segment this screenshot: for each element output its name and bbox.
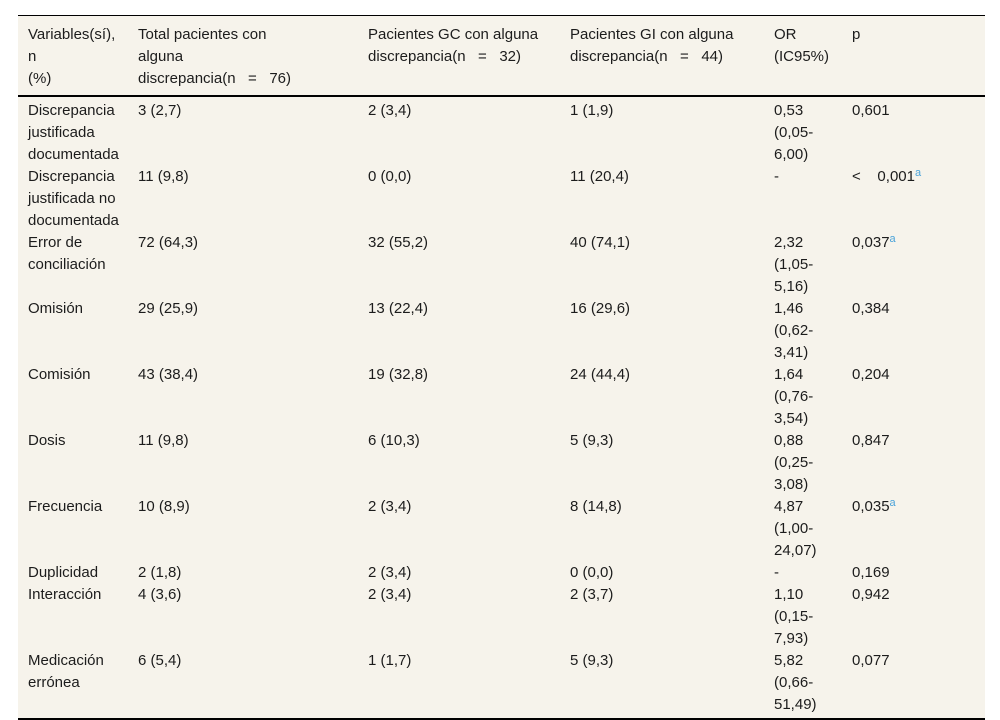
cell-variable: Medicación errónea bbox=[28, 652, 104, 691]
cell-p: 0,035a bbox=[852, 496, 985, 562]
cell-gc: 19 (32,8) bbox=[368, 366, 429, 383]
table-row: Discrepancia justificada documentada 3 (… bbox=[18, 96, 985, 166]
cell-gc: 6 (10,3) bbox=[368, 432, 420, 449]
col-header-gc-patients: Pacientes GC con alguna discrepancia(n =… bbox=[368, 15, 570, 97]
table-row: Comisión 43 (38,4) 19 (32,8) 24 (44,4) 1… bbox=[18, 364, 985, 430]
p-value: 0,077 bbox=[852, 652, 890, 669]
cell-p: 0,847 bbox=[852, 430, 985, 496]
col-header-variables: Variables(sí), n (%) bbox=[18, 15, 138, 97]
cell-variable: Interacción bbox=[28, 586, 102, 603]
p-value: 0,601 bbox=[852, 102, 890, 119]
cell-or: - bbox=[774, 168, 779, 185]
cell-total: 72 (64,3) bbox=[138, 234, 199, 251]
cell-p: 0,942 bbox=[852, 584, 985, 650]
cell-gi: 2 (3,7) bbox=[570, 586, 614, 603]
cell-gi: 24 (44,4) bbox=[570, 366, 631, 383]
table-row: Interacción 4 (3,6) 2 (3,4) 2 (3,7) 1,10… bbox=[18, 584, 985, 650]
p-value: 0,037 bbox=[852, 234, 890, 251]
table-header-row: Variables(sí), n (%) Total pacientes con… bbox=[18, 15, 985, 97]
cell-variable: Omisión bbox=[28, 300, 84, 317]
cell-or: 4,87 (1,00- 24,07) bbox=[774, 498, 817, 559]
cell-p: 0,601 bbox=[852, 96, 985, 166]
col-header-gi-patients: Pacientes GI con alguna discrepancia(n =… bbox=[570, 15, 774, 97]
cell-total: 11 (9,8) bbox=[138, 168, 189, 185]
table-row: Error de conciliación 72 (64,3) 32 (55,2… bbox=[18, 232, 985, 298]
table-row: Omisión 29 (25,9) 13 (22,4) 16 (29,6) 1,… bbox=[18, 298, 985, 364]
cell-or: 0,88 (0,25- 3,08) bbox=[774, 432, 814, 493]
cell-p: < 0,001a bbox=[852, 166, 985, 232]
p-value: 0,847 bbox=[852, 432, 890, 449]
cell-or: 2,32 (1,05- 5,16) bbox=[774, 234, 814, 295]
cell-or: 0,53 (0,05- 6,00) bbox=[774, 102, 814, 163]
cell-total: 4 (3,6) bbox=[138, 586, 182, 603]
p-value: < 0,001 bbox=[852, 168, 915, 185]
table-body: Discrepancia justificada documentada 3 (… bbox=[18, 96, 985, 719]
cell-gc: 32 (55,2) bbox=[368, 234, 429, 251]
cell-gi: 16 (29,6) bbox=[570, 300, 631, 317]
p-value: 0,384 bbox=[852, 300, 890, 317]
cell-gc: 2 (3,4) bbox=[368, 586, 412, 603]
cell-p: 0,169 bbox=[852, 562, 985, 584]
cell-total: 29 (25,9) bbox=[138, 300, 199, 317]
cell-or: 1,64 (0,76- 3,54) bbox=[774, 366, 814, 427]
col-header-p-value: p bbox=[852, 15, 985, 97]
col-header-or-ic95: OR (IC95%) bbox=[774, 15, 852, 97]
cell-gi: 0 (0,0) bbox=[570, 564, 614, 581]
cell-gc: 13 (22,4) bbox=[368, 300, 429, 317]
cell-variable: Duplicidad bbox=[28, 564, 99, 581]
cell-gc: 1 (1,7) bbox=[368, 652, 412, 669]
cell-variable: Discrepancia justificada no documentada bbox=[28, 168, 119, 229]
cell-total: 43 (38,4) bbox=[138, 366, 199, 383]
cell-p: 0,037a bbox=[852, 232, 985, 298]
p-value: 0,204 bbox=[852, 366, 890, 383]
cell-p: 0,077 bbox=[852, 650, 985, 719]
footnote-marker-a: a bbox=[889, 497, 896, 509]
cell-gi: 1 (1,9) bbox=[570, 102, 614, 119]
cell-variable: Dosis bbox=[28, 432, 66, 449]
cell-total: 3 (2,7) bbox=[138, 102, 182, 119]
cell-gc: 2 (3,4) bbox=[368, 498, 412, 515]
discrepancy-results-table: Variables(sí), n (%) Total pacientes con… bbox=[18, 15, 985, 720]
col-header-total-patients: Total pacientes con alguna discrepancia(… bbox=[138, 15, 368, 97]
cell-p: 0,384 bbox=[852, 298, 985, 364]
table-row: Dosis 11 (9,8) 6 (10,3) 5 (9,3) 0,88 (0,… bbox=[18, 430, 985, 496]
cell-total: 10 (8,9) bbox=[138, 498, 190, 515]
cell-gc: 2 (3,4) bbox=[368, 564, 412, 581]
cell-total: 6 (5,4) bbox=[138, 652, 182, 669]
table-row: Duplicidad 2 (1,8) 2 (3,4) 0 (0,0) - 0,1… bbox=[18, 562, 985, 584]
cell-gi: 8 (14,8) bbox=[570, 498, 622, 515]
cell-gi: 5 (9,3) bbox=[570, 652, 614, 669]
table-row: Frecuencia 10 (8,9) 2 (3,4) 8 (14,8) 4,8… bbox=[18, 496, 985, 562]
cell-gi: 5 (9,3) bbox=[570, 432, 614, 449]
table-row: Discrepancia justificada no documentada … bbox=[18, 166, 985, 232]
cell-total: 11 (9,8) bbox=[138, 432, 189, 449]
cell-variable: Discrepancia justificada documentada bbox=[28, 102, 119, 163]
cell-variable: Frecuencia bbox=[28, 498, 103, 515]
table-row: Medicación errónea 6 (5,4) 1 (1,7) 5 (9,… bbox=[18, 650, 985, 719]
cell-variable: Comisión bbox=[28, 366, 91, 383]
p-value: 0,169 bbox=[852, 564, 890, 581]
cell-or: - bbox=[774, 564, 779, 581]
cell-p: 0,204 bbox=[852, 364, 985, 430]
p-value: 0,942 bbox=[852, 586, 890, 603]
cell-or: 1,10 (0,15- 7,93) bbox=[774, 586, 814, 647]
cell-gi: 40 (74,1) bbox=[570, 234, 631, 251]
cell-or: 5,82 (0,66- 51,49) bbox=[774, 652, 817, 713]
cell-gi: 11 (20,4) bbox=[570, 168, 629, 185]
cell-variable: Error de conciliación bbox=[28, 234, 106, 273]
cell-gc: 2 (3,4) bbox=[368, 102, 412, 119]
cell-total: 2 (1,8) bbox=[138, 564, 182, 581]
cell-or: 1,46 (0,62- 3,41) bbox=[774, 300, 814, 361]
footnote-marker-a: a bbox=[914, 167, 922, 179]
table-header: Variables(sí), n (%) Total pacientes con… bbox=[18, 15, 985, 97]
p-value: 0,035 bbox=[852, 498, 890, 515]
footnote-marker-a: a bbox=[889, 233, 896, 245]
cell-gc: 0 (0,0) bbox=[368, 168, 412, 185]
